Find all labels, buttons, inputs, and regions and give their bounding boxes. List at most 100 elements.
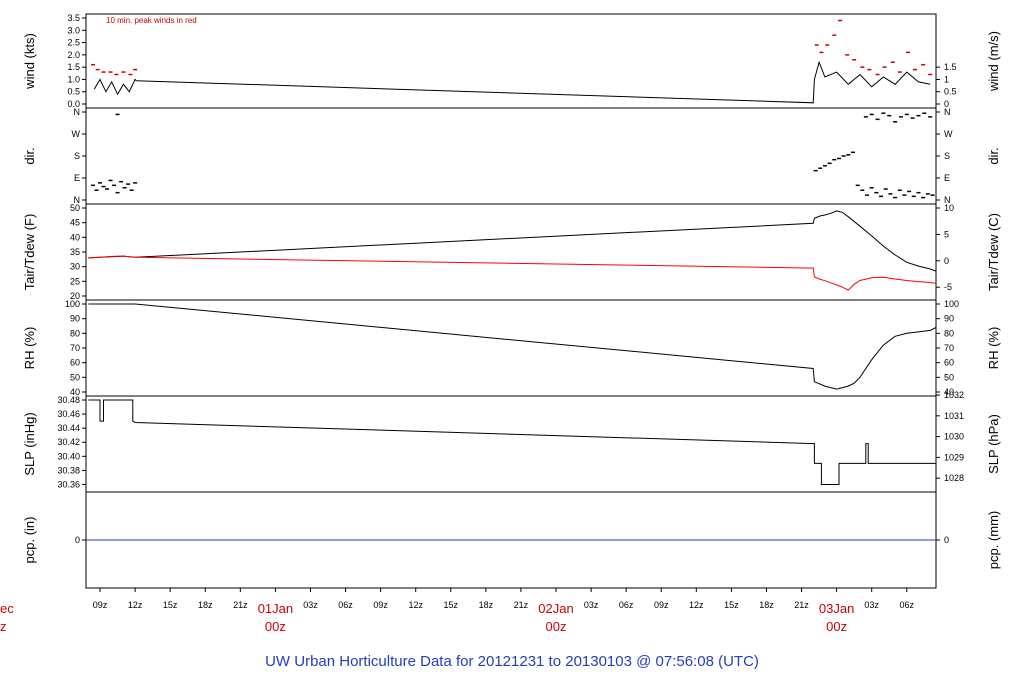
x-tick-label: 15z — [163, 600, 178, 610]
x-tick-label: 09z — [373, 600, 388, 610]
x-tick-label: 18z — [759, 600, 774, 610]
y-tick-label-left: 30.42 — [57, 437, 80, 447]
series-line-temp-tair — [88, 210, 937, 272]
x-day-label-fragment: ec — [0, 601, 14, 616]
y-axis-label-right: wind (m/s) — [986, 31, 1001, 92]
y-tick-label-left: 30.46 — [57, 409, 80, 419]
y-tick-label-left: 25 — [70, 276, 80, 286]
y-axis-label-right: RH (%) — [986, 327, 1001, 370]
y-tick-label-left: 30.44 — [57, 423, 80, 433]
x-tick-label: 21z — [514, 600, 529, 610]
wind-annotation: 10 min. peak winds in red — [106, 16, 197, 25]
y-tick-label-right: 0.5 — [944, 87, 957, 97]
y-tick-label-left: 70 — [70, 343, 80, 353]
y-tick-label-left: 45 — [70, 218, 80, 228]
y-tick-label-left: E — [74, 173, 80, 183]
y-axis-label-left: dir. — [22, 147, 37, 164]
y-tick-label-left: 30 — [70, 262, 80, 272]
y-axis-label-left: pcp. (in) — [22, 517, 37, 564]
panel-temp: 20 25 30 35 40 45 50 -5 0 5 10 Tair/Tdew (F) Tair/Td… — [22, 203, 1001, 301]
x-tick-label: 12z — [128, 600, 143, 610]
y-tick-label-left: 0.5 — [67, 87, 80, 97]
y-tick-label-left: 3.5 — [67, 13, 80, 23]
y-tick-label-left: 0.0 — [67, 99, 80, 109]
y-tick-label-left: 40 — [70, 387, 80, 397]
x-axis: 09z 12z 15z 18z 21z 03z 06z 09z 12z 15z 18z 21z 03z 0… — [0, 587, 936, 634]
series-line-wind-0 — [93, 60, 931, 104]
panel-frame-temp — [85, 203, 937, 301]
chart-panels: 0.0 0.5 1.0 1.5 2.0 2.5 3.0 3.5 0 0.5 1 1.5 wind (kt… — [22, 13, 1001, 589]
y-tick-label-left: 3.0 — [67, 25, 80, 35]
x-tick-label: 15z — [444, 600, 459, 610]
y-tick-label-left: S — [74, 151, 80, 161]
y-tick-label-left: 20 — [70, 291, 80, 301]
x-tick-label: 09z — [654, 600, 669, 610]
y-tick-label-left: 2.0 — [67, 50, 80, 60]
y-tick-label-right: E — [944, 173, 950, 183]
x-tick-label: 03z — [303, 600, 318, 610]
y-tick-label-right: 60 — [944, 358, 954, 368]
y-axis-label-right: pcp. (mm) — [986, 511, 1001, 570]
y-tick-label-right: 0 — [944, 256, 949, 266]
x-tick-label: 18z — [198, 600, 213, 610]
y-tick-label-right: 1031 — [944, 411, 964, 421]
x-day-time-label: 00z — [265, 619, 286, 634]
y-tick-label-left: 1.5 — [67, 62, 80, 72]
y-tick-label-right: 0 — [944, 99, 949, 109]
series-line-temp-tdew — [88, 255, 937, 291]
y-tick-label-right: 100 — [944, 299, 959, 309]
y-axis-label-right: SLP (hPa) — [986, 414, 1001, 474]
y-tick-label-right: N — [944, 195, 951, 205]
x-day-label: 02Jan — [538, 601, 573, 616]
y-tick-label-right: 50 — [944, 372, 954, 382]
y-tick-label-right: 80 — [944, 328, 954, 338]
y-tick-label-left: 100 — [65, 299, 80, 309]
x-tick-label: 18z — [479, 600, 494, 610]
y-tick-label-left: 40 — [70, 232, 80, 242]
y-tick-label-right: 1029 — [944, 452, 964, 462]
y-tick-label-left: 30.40 — [57, 451, 80, 461]
x-day-time-label: 00z — [826, 619, 847, 634]
y-tick-label-right: 1.5 — [944, 62, 957, 72]
y-tick-label-right: 90 — [944, 314, 954, 324]
y-tick-label-left: 90 — [70, 314, 80, 324]
x-tick-label: 12z — [689, 600, 704, 610]
y-tick-label-left: 35 — [70, 247, 80, 257]
x-day-time-fragment: z — [0, 619, 7, 634]
series-line-rh-0 — [88, 303, 937, 390]
y-tick-label-left: N — [74, 195, 81, 205]
y-tick-label-left: 1.0 — [67, 74, 80, 84]
y-tick-label-left: 30.36 — [57, 479, 80, 489]
y-tick-label-right: -5 — [944, 282, 952, 292]
series-line-slp-0 — [88, 399, 936, 485]
y-axis-label-left: SLP (inHg) — [22, 412, 37, 475]
x-tick-label: 15z — [724, 600, 739, 610]
y-tick-label-left: 80 — [70, 328, 80, 338]
y-tick-label-left: 2.5 — [67, 38, 80, 48]
y-tick-label-right: 1028 — [944, 473, 964, 483]
y-tick-label-left: 50 — [70, 203, 80, 213]
panel-frame-wind — [85, 13, 937, 109]
y-tick-label-right: 1030 — [944, 432, 964, 442]
x-day-label: 03Jan — [819, 601, 854, 616]
x-tick-label: 06z — [619, 600, 634, 610]
panel-pcp: 0 0 pcp. (in) pcp. (mm) — [22, 491, 1001, 589]
panel-frame-slp — [85, 395, 937, 493]
y-tick-label-right: S — [944, 151, 950, 161]
x-tick-label: 06z — [900, 600, 915, 610]
x-tick-label: 12z — [408, 600, 423, 610]
y-axis-label-right: Tair/Tdew (C) — [986, 213, 1001, 291]
panel-rh: 40 50 60 70 80 90 100 40 50 60 70 80 90 100 RH (%) RH (… — [22, 299, 1001, 397]
panel-slp: 30.36 30.38 30.40 30.42 30.44 30.46 30.48 1028 1… — [22, 390, 1001, 493]
panel-frame-rh — [85, 299, 937, 397]
y-tick-label-left: N — [74, 107, 81, 117]
y-tick-label-left: 30.38 — [57, 465, 80, 475]
x-tick-label: 21z — [233, 600, 248, 610]
y-tick-label-right: 5 — [944, 229, 949, 239]
y-tick-label-right: 70 — [944, 343, 954, 353]
x-tick-label: 09z — [93, 600, 108, 610]
y-tick-label-left: 60 — [70, 358, 80, 368]
y-tick-label-right: 0 — [944, 535, 949, 545]
